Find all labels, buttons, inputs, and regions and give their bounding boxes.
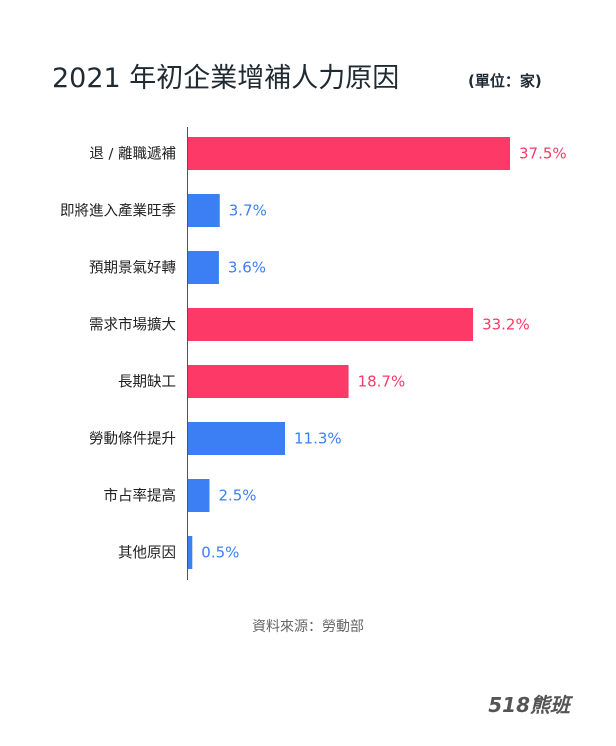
value-label: 2.5% (218, 487, 256, 505)
category-label: 其他原因 (118, 545, 176, 562)
bar (188, 251, 219, 284)
category-label: 長期缺工 (118, 374, 176, 391)
value-label: 37.5% (519, 145, 567, 163)
bar (188, 479, 210, 512)
bar (188, 194, 220, 227)
chart-title: 2021 年初企業增補人力原因 (52, 63, 399, 94)
value-label: 33.2% (482, 316, 530, 334)
bar (188, 536, 193, 569)
brand-logo: 518熊班 (488, 693, 574, 717)
bar (188, 137, 510, 170)
bar (188, 422, 286, 455)
value-label: 3.7% (229, 202, 267, 220)
category-label: 市占率提高 (104, 488, 177, 505)
bars-group: 退 / 離職遞補 37.5% 即將進入產業旺季 3.7% 預期景氣好轉 3.6% 需求市場擴… (60, 137, 567, 569)
category-label: 勞動條件提升 (89, 431, 176, 448)
value-label: 11.3% (294, 430, 342, 448)
bar (188, 365, 349, 398)
category-label: 預期景氣好轉 (89, 260, 176, 277)
value-label: 0.5% (201, 544, 239, 562)
bar (188, 308, 474, 341)
value-label: 3.6% (228, 259, 266, 277)
category-label: 即將進入產業旺季 (60, 203, 176, 220)
source-note: 資料來源：勞動部 (252, 619, 364, 635)
category-label: 需求市場擴大 (89, 317, 176, 334)
category-label: 退 / 離職遞補 (89, 145, 176, 163)
unit-note: (單位：家) (468, 72, 542, 90)
value-label: 18.7% (358, 373, 406, 391)
